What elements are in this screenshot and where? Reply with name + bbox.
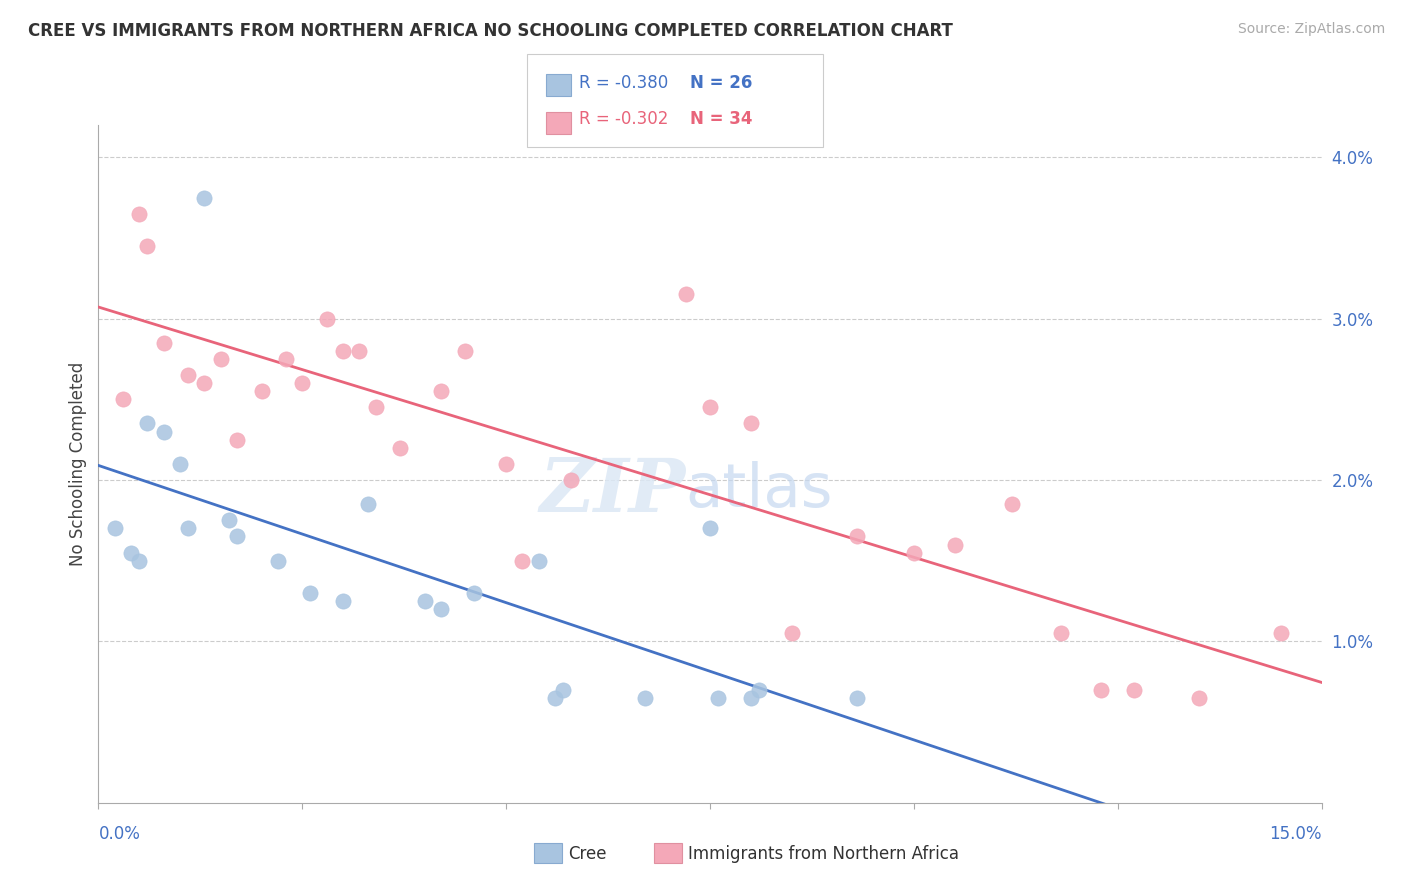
Point	[1001, 497, 1024, 511]
Text: 0.0%: 0.0%	[98, 825, 141, 843]
Point	[111, 392, 134, 407]
Point	[675, 287, 697, 301]
Text: CREE VS IMMIGRANTS FROM NORTHERN AFRICA NO SCHOOLING COMPLETED CORRELATION CHART: CREE VS IMMIGRANTS FROM NORTHERN AFRICA …	[28, 22, 953, 40]
Point	[943, 537, 966, 551]
Point	[634, 690, 657, 705]
Text: ZIP: ZIP	[540, 455, 686, 527]
Point	[291, 376, 314, 391]
Text: Immigrants from Northern Africa: Immigrants from Northern Africa	[688, 845, 959, 863]
Point	[463, 586, 485, 600]
Point	[740, 417, 762, 431]
Point	[413, 594, 436, 608]
Point	[389, 441, 412, 455]
Point	[1049, 626, 1071, 640]
Point	[120, 546, 142, 560]
Point	[780, 626, 803, 640]
Point	[136, 239, 159, 253]
Point	[740, 690, 762, 705]
Y-axis label: No Schooling Completed: No Schooling Completed	[69, 362, 87, 566]
Point	[1270, 626, 1292, 640]
Point	[512, 554, 534, 568]
Point	[1188, 690, 1211, 705]
Point	[903, 546, 925, 560]
Point	[527, 554, 550, 568]
Point	[177, 521, 200, 535]
Point	[349, 343, 371, 358]
Point	[430, 384, 453, 399]
Point	[748, 682, 770, 697]
Point	[250, 384, 273, 399]
Point	[560, 473, 582, 487]
Point	[544, 690, 567, 705]
Point	[193, 190, 215, 204]
Text: 15.0%: 15.0%	[1270, 825, 1322, 843]
Point	[332, 343, 354, 358]
Text: Cree: Cree	[568, 845, 606, 863]
Point	[226, 433, 249, 447]
Point	[356, 497, 378, 511]
Point	[128, 554, 150, 568]
Text: R = -0.302: R = -0.302	[579, 110, 669, 128]
Point	[1090, 682, 1112, 697]
Point	[495, 457, 517, 471]
Point	[104, 521, 127, 535]
Point	[454, 343, 477, 358]
Text: atlas: atlas	[686, 461, 834, 520]
Text: N = 26: N = 26	[690, 74, 752, 93]
Point	[845, 529, 868, 543]
Point	[430, 602, 453, 616]
Point	[1123, 682, 1146, 697]
Text: N = 34: N = 34	[690, 110, 752, 128]
Point	[128, 207, 150, 221]
Point	[177, 368, 200, 382]
Point	[152, 335, 174, 350]
Point	[332, 594, 354, 608]
Text: R = -0.380: R = -0.380	[579, 74, 668, 93]
Point	[315, 311, 337, 326]
Point	[267, 554, 290, 568]
Point	[136, 417, 159, 431]
Point	[553, 682, 575, 697]
Point	[169, 457, 191, 471]
Point	[707, 690, 730, 705]
Point	[699, 521, 721, 535]
Point	[218, 513, 240, 527]
Point	[364, 401, 387, 415]
Point	[699, 401, 721, 415]
Text: Source: ZipAtlas.com: Source: ZipAtlas.com	[1237, 22, 1385, 37]
Point	[845, 690, 868, 705]
Point	[152, 425, 174, 439]
Point	[274, 351, 297, 366]
Point	[226, 529, 249, 543]
Point	[299, 586, 322, 600]
Point	[209, 351, 232, 366]
Point	[193, 376, 215, 391]
